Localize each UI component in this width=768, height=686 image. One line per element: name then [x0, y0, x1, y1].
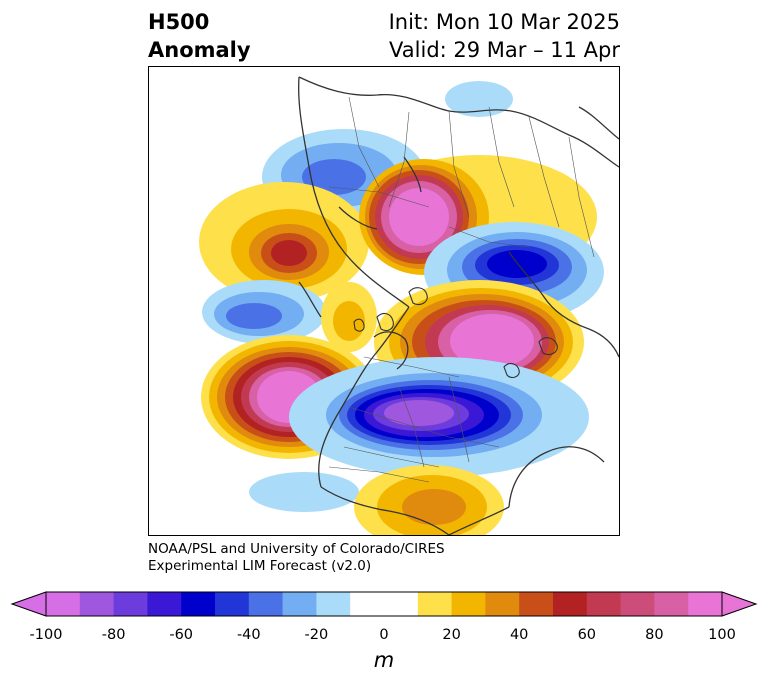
colorbar-segment — [147, 592, 182, 616]
title-type: Anomaly — [148, 38, 251, 62]
colorbar — [10, 591, 758, 617]
colorbar-tick-label: -40 — [236, 627, 261, 643]
colorbar-tick-label: 40 — [509, 627, 529, 643]
colorbar-tick-label: 100 — [708, 627, 736, 643]
coastlines — [298, 76, 619, 535]
init-date: Init: Mon 10 Mar 2025 — [388, 10, 620, 34]
title-left: H500 Anomaly — [148, 8, 251, 64]
positive-anomaly-bay-of-biscay — [321, 282, 377, 352]
colorbar-segment — [248, 592, 284, 616]
islands — [353, 287, 558, 379]
colorbar-extend-high — [721, 591, 758, 617]
colorbar-segment — [350, 592, 385, 616]
colorbar-tick-label: -20 — [304, 627, 329, 643]
colorbar-segment — [620, 592, 655, 616]
colorbar-segment — [519, 592, 554, 616]
colorbar-tick-label: 80 — [645, 627, 664, 643]
colorbar-segment — [316, 592, 351, 616]
valid-date: Valid: 29 Mar – 11 Apr — [389, 38, 620, 62]
colorbar-segment — [654, 592, 689, 616]
title-right: Init: Mon 10 Mar 2025 Valid: 29 Mar – 11… — [389, 8, 620, 64]
map-frame — [148, 66, 620, 536]
colorbar-segment — [417, 592, 453, 616]
negative-anomaly-north-atlantic — [202, 280, 326, 344]
colorbar-segment — [181, 592, 216, 616]
colorbar-segment — [451, 592, 486, 616]
negative-anomaly-canada-greenland — [289, 357, 589, 477]
colorbar-tick-label: 0 — [379, 627, 389, 643]
colorbar-tick-label: -100 — [29, 627, 63, 643]
colorbar-tick-label: 20 — [442, 627, 461, 643]
colorbar-segment — [215, 592, 250, 616]
negative-anomaly-pacific-hawaii — [249, 472, 359, 512]
colorbar-segment — [113, 592, 148, 616]
credit-line-2: Experimental LIM Forecast (v2.0) — [148, 558, 372, 574]
positive-anomaly-atlantic-southeast — [354, 465, 504, 535]
colorbar-segment — [586, 592, 622, 616]
colorbar-segment — [688, 592, 723, 616]
colorbar-segment — [553, 592, 588, 616]
colorbar-segment — [384, 592, 419, 616]
credit-text: NOAA/PSL and University of Colorado/CIRE… — [148, 541, 445, 575]
colorbar-segment — [485, 592, 520, 616]
country-borders — [328, 96, 595, 483]
colorbar-extend-low — [10, 591, 47, 617]
colorbar-segment — [79, 592, 115, 616]
colorbar-outline — [45, 591, 723, 617]
colorbar-unit-label: m — [373, 648, 395, 672]
positive-anomaly-central-asia — [199, 182, 369, 302]
colorbar-tick-label: -60 — [169, 627, 194, 643]
credit-line-1: NOAA/PSL and University of Colorado/CIRE… — [148, 541, 445, 557]
colorbar-segment — [282, 592, 317, 616]
colorbar-tick-label: -80 — [101, 627, 126, 643]
colorbar-segment — [46, 592, 81, 616]
title-variable: H500 — [148, 10, 210, 34]
colorbar-tick-label: 60 — [577, 627, 597, 643]
anomaly-map — [199, 76, 619, 535]
